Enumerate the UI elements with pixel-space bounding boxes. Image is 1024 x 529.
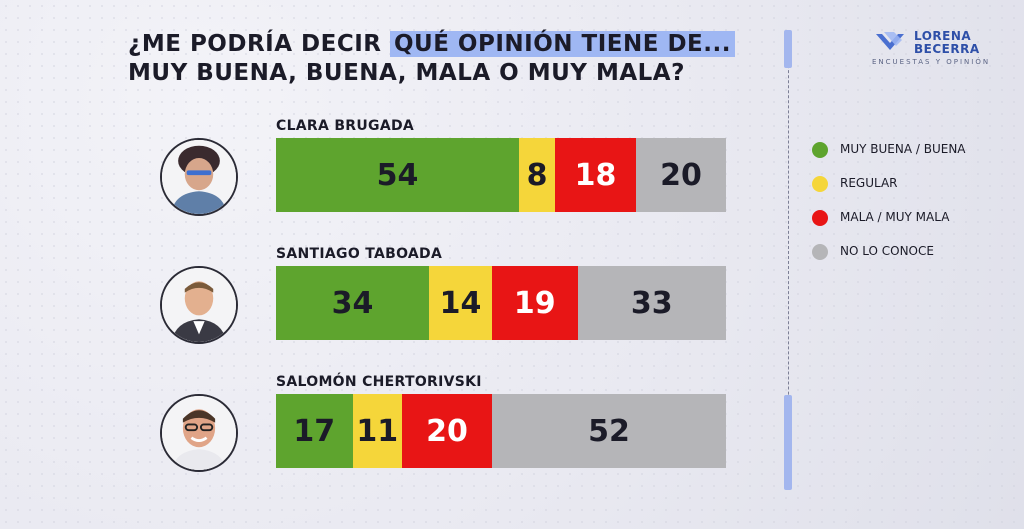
bar-segment: 20 [402,394,492,468]
bar-segment: 20 [636,138,726,212]
legend-label: MUY BUENA / BUENA [840,142,966,156]
candidate-photo-avatar [160,266,238,344]
bar-segment: 19 [492,266,578,340]
bar-segment: 8 [519,138,555,212]
divider-accent-top [784,30,792,68]
candidate-row: SALOMÓN CHERTORIVSKI 17 11 20 52 [0,374,780,474]
candidate-photo-avatar [160,394,238,472]
logo-subtitle: ENCUESTAS Y OPINIÓN [872,58,991,66]
bar-segment: 52 [492,394,726,468]
heart-logo-icon [876,32,904,50]
divider-accent-bottom [784,395,792,490]
legend-label: NO LO CONOCE [840,244,934,258]
bar-segment: 11 [352,394,402,468]
candidate-name: CLARA BRUGADA [276,118,415,134]
bar-segment: 34 [276,266,429,340]
bar-segment: 14 [429,266,492,340]
logo-line-2: BECERRA [914,42,980,56]
legend-item: NO LO CONOCE [812,242,1012,262]
brand-logo: LORENA BECERRA ENCUESTAS Y OPINIÓN [872,28,992,68]
legend-item: MUY BUENA / BUENA [812,140,1012,160]
legend-item: MALA / MUY MALA [812,208,1012,228]
candidate-name: SANTIAGO TABOADA [276,246,443,262]
legend-dot-icon [812,142,828,158]
logo-line-1: LORENA [914,29,972,43]
candidate-row: SANTIAGO TABOADA 34 14 19 33 [0,246,780,346]
title-highlight: QUÉ OPINIÓN TIENE DE... [389,31,735,57]
legend-dot-icon [812,244,828,260]
title-line-2: MUY BUENA, BUENA, MALA O MUY MALA? [128,60,685,86]
title-line-1: ¿ME PODRÍA DECIR QUÉ OPINIÓN TIENE DE... [128,30,748,59]
bar-segment: 18 [555,138,636,212]
chart-title: ¿ME PODRÍA DECIR QUÉ OPINIÓN TIENE DE...… [128,30,748,88]
candidate-name: SALOMÓN CHERTORIVSKI [276,374,482,390]
bar-segment: 54 [276,138,519,212]
legend-item: REGULAR [812,174,1012,194]
bar-segment: 33 [577,266,726,340]
legend-label: MALA / MUY MALA [840,210,950,224]
candidate-row: CLARA BRUGADA 54 8 18 20 [0,118,780,218]
dashed-divider [788,30,789,490]
candidate-photo-avatar [160,138,238,216]
bar-segment: 17 [276,394,353,468]
legend-dot-icon [812,210,828,226]
stacked-bar: 54 8 18 20 [276,138,726,212]
stacked-bar: 34 14 19 33 [276,266,726,340]
logo-name: LORENA BECERRA [914,30,980,56]
title-prefix: ¿ME PODRÍA DECIR [128,31,390,57]
legend-dot-icon [812,176,828,192]
stacked-bar: 17 11 20 52 [276,394,726,468]
legend-label: REGULAR [840,176,898,190]
